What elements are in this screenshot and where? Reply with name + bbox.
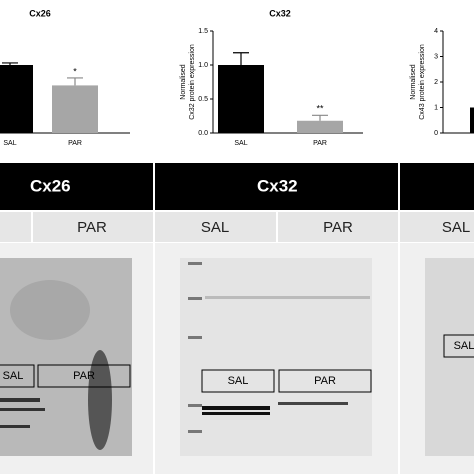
blot-image [180, 258, 372, 456]
header-band [0, 163, 474, 210]
y-tick-label: 0.5 [198, 96, 208, 103]
bar [52, 85, 98, 133]
lane-row [0, 212, 474, 242]
box-label: SAL [3, 370, 24, 382]
blot-smear [88, 350, 112, 450]
band [188, 336, 202, 339]
error-bar [233, 52, 249, 65]
blot-bands [0, 398, 45, 428]
lane-label: PAR [77, 219, 107, 236]
band [0, 398, 40, 402]
y-tick-label: 1.5 [198, 28, 208, 35]
lane-label: PAR [323, 219, 353, 236]
box [278, 369, 372, 393]
bar [470, 107, 474, 133]
box-label: SAL [228, 375, 249, 387]
error-bar [67, 77, 83, 86]
box [443, 334, 474, 358]
band [205, 296, 370, 299]
lane-label: SAL [201, 219, 229, 236]
y-tick-label: 0 [434, 130, 438, 137]
y-axis-label: Cx43 protein expression [419, 44, 426, 120]
y-tick-label: 2 [434, 79, 438, 86]
x-tick-label: SAL [3, 140, 16, 147]
x-tick-label: SAL [234, 140, 247, 147]
x-tick-label: PAR [313, 140, 327, 147]
significance: ** [316, 104, 324, 114]
bar [218, 65, 264, 133]
y-tick-label: 1.0 [198, 62, 208, 69]
blot-header: Cx26 [30, 176, 71, 195]
blot-smear [10, 280, 90, 340]
band [188, 297, 202, 300]
error-bar [312, 114, 328, 121]
lane-label: SAL [442, 219, 470, 236]
blot-bands [202, 402, 348, 415]
y-axis-label: Cx32 protein expression [189, 44, 196, 120]
band [188, 430, 202, 433]
box [201, 369, 275, 393]
y-tick-label: 1 [434, 104, 438, 111]
x-tick-label: PAR [68, 140, 82, 147]
band [202, 412, 270, 415]
box [37, 364, 131, 388]
error-bar [2, 62, 18, 65]
blot-header: Cx32 [257, 176, 298, 195]
band [0, 425, 30, 428]
y-tick-label: 4 [434, 28, 438, 35]
box [0, 364, 35, 388]
band [278, 402, 348, 405]
band [202, 406, 270, 410]
bar [0, 65, 33, 133]
y-tick-label: 0.0 [198, 130, 208, 137]
band [188, 404, 202, 407]
y-axis-label: Normalised [410, 64, 417, 100]
chart-title: Cx26 [29, 8, 51, 18]
y-tick-label: 3 [434, 53, 438, 60]
box-label: SAL [454, 340, 474, 352]
significance: * [73, 66, 77, 76]
bar [297, 120, 343, 133]
chart-title: Cx32 [269, 8, 291, 18]
y-axis-label: Normalised [180, 64, 187, 100]
ladder [188, 262, 202, 433]
band [0, 408, 45, 411]
box-label: PAR [73, 370, 95, 382]
box-label: PAR [314, 375, 336, 387]
band [188, 262, 202, 265]
